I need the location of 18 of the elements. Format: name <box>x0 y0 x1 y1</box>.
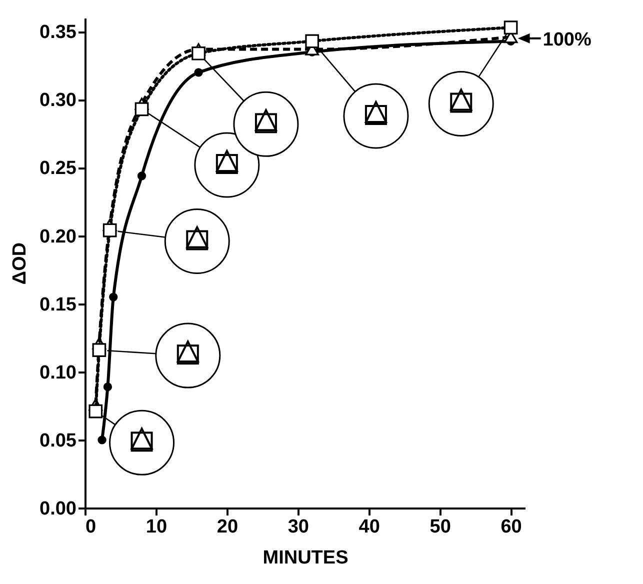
x-tick-label: 60 <box>500 516 522 538</box>
y-tick-label: 0.05 <box>40 430 77 452</box>
y-tick-label: 0.20 <box>40 226 76 248</box>
x-tick-label: 40 <box>358 516 380 538</box>
x-tick-label: 10 <box>146 516 168 538</box>
y-axis-title: ΔOD <box>10 242 31 285</box>
y-tick-label: 0.35 <box>40 22 77 44</box>
x-tick-label: 20 <box>216 516 238 538</box>
annotation: 100% <box>542 29 592 50</box>
x-tick-label: 30 <box>288 516 309 538</box>
x-axis-title: MINUTES <box>262 548 348 568</box>
y-tick-label: 0.25 <box>40 158 77 180</box>
x-tick-label: 0 <box>86 516 96 538</box>
y-tick-label: 0.15 <box>40 294 77 316</box>
y-tick-label: 0.00 <box>40 498 76 520</box>
y-tick-label: 0.30 <box>40 90 76 112</box>
y-tick-label: 0.10 <box>40 362 76 384</box>
x-tick-label: 50 <box>430 516 451 538</box>
